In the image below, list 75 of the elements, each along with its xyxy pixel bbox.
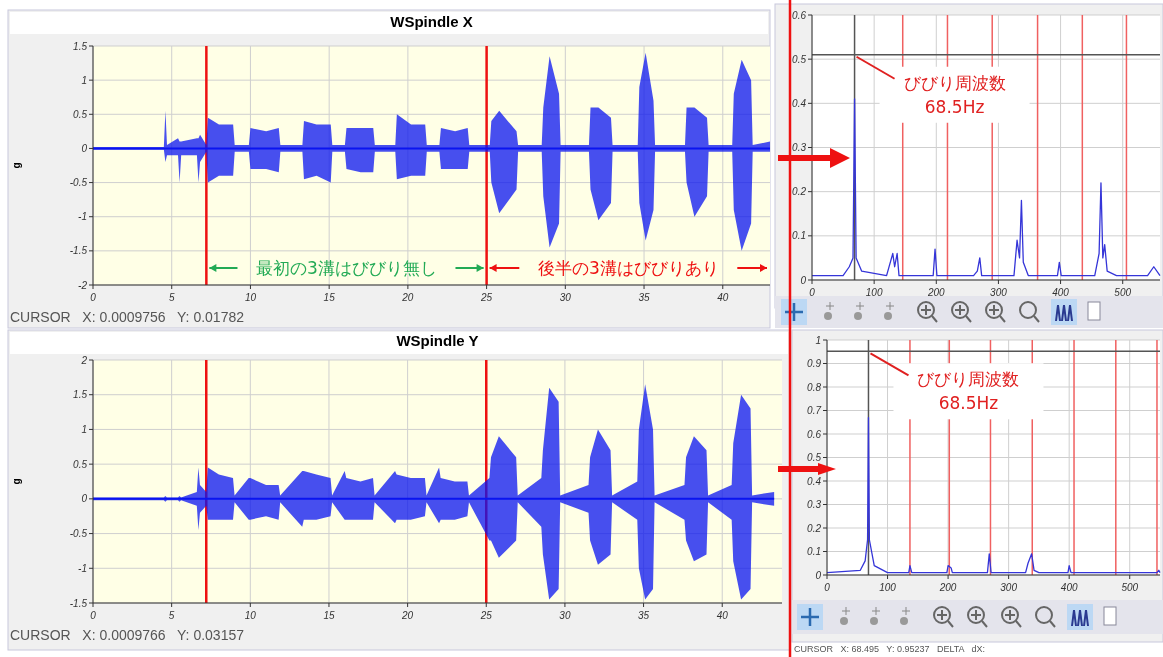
x-tick-label: 35 bbox=[638, 292, 651, 303]
x-tick-label: 40 bbox=[717, 292, 729, 303]
x-tick-label: 0 bbox=[90, 292, 97, 303]
x-tick-label: 15 bbox=[323, 292, 336, 303]
annotation: びびり周波数 68.5Hz bbox=[903, 72, 1006, 117]
x-tick-label: 25 bbox=[479, 610, 493, 621]
chart-title: WSpindle Y bbox=[396, 332, 479, 349]
y-tick-label: 0.8 bbox=[807, 381, 822, 393]
x-tick-label: 25 bbox=[480, 292, 493, 303]
text: CURSOR X: 0.0009756 Y: 0.01782 bbox=[10, 309, 245, 325]
y-tick-label: 1 bbox=[81, 423, 87, 435]
x-tick-label: 0 bbox=[90, 610, 97, 621]
y-tick-label: 0 bbox=[81, 142, 88, 154]
y-tick-label: 0.5 bbox=[807, 452, 822, 463]
x-tick-label: 5 bbox=[168, 610, 175, 621]
y-tick-label: 0.2 bbox=[807, 522, 822, 534]
annotation: びびり周波数 68.5Hz bbox=[917, 369, 1020, 414]
annotation: 後半の3溝はびびりあり bbox=[537, 257, 719, 278]
y-tick-label: 0.6 bbox=[807, 428, 822, 440]
x-tick-label: 30 bbox=[559, 610, 571, 621]
y-tick-label: 0.1 bbox=[792, 230, 806, 242]
y-tick-label: 0.5 bbox=[73, 458, 88, 470]
x-tick-label: 400 bbox=[1060, 582, 1078, 593]
y-tick-label: -1.5 bbox=[69, 597, 88, 609]
y-tick-label: 0.4 bbox=[792, 97, 807, 109]
text: CURSOR X: 68.495 Y: 0.95237 DELTA dX: bbox=[794, 644, 986, 654]
x-tick-label: 20 bbox=[401, 292, 414, 303]
x-tick-label: 400 bbox=[1052, 287, 1070, 298]
x-tick-label: 300 bbox=[990, 287, 1008, 298]
y-tick-label: 0.3 bbox=[792, 142, 807, 153]
x-tick-label: 20 bbox=[401, 610, 414, 621]
x-tick-label: 100 bbox=[879, 582, 897, 593]
y-tick-label: 0.3 bbox=[807, 499, 822, 510]
y-tick-label: 0.2 bbox=[792, 186, 807, 198]
y-tick-label: 0.6 bbox=[792, 9, 807, 21]
y-tick-label: 0 bbox=[81, 493, 88, 505]
y-tick-label: 0.9 bbox=[807, 358, 822, 369]
x-tick-label: 10 bbox=[244, 292, 257, 303]
x-tick-label: 40 bbox=[716, 610, 729, 621]
y-tick-label: 0 bbox=[800, 274, 807, 286]
y-tick-label: -0.5 bbox=[69, 528, 88, 540]
y-tick-label: -1.5 bbox=[69, 245, 88, 257]
y-tick-label: 0.4 bbox=[807, 475, 822, 487]
y-axis-title: g bbox=[11, 162, 22, 169]
x-tick-label: 300 bbox=[1000, 582, 1018, 593]
y-tick-label: 0.1 bbox=[807, 546, 821, 557]
x-tick-label: 100 bbox=[865, 287, 883, 298]
x-tick-label: 35 bbox=[638, 610, 650, 621]
line-series bbox=[811, 98, 1161, 277]
x-tick-label: 15 bbox=[323, 610, 335, 621]
text: CURSOR X: 0.0009766 Y: 0.03157 bbox=[10, 627, 245, 643]
x-tick-label: 500 bbox=[1114, 287, 1132, 298]
y-tick-label: 0 bbox=[815, 569, 822, 581]
chart-title: WSpindle X bbox=[390, 13, 473, 30]
y-tick-label: 0.5 bbox=[792, 53, 807, 65]
x-tick-label: 500 bbox=[1121, 582, 1139, 593]
y-tick-label: -1 bbox=[78, 211, 87, 223]
x-tick-label: 30 bbox=[559, 292, 572, 303]
y-axis-title: g bbox=[11, 478, 22, 485]
y-tick-label: -1 bbox=[78, 562, 87, 574]
y-tick-label: 2 bbox=[80, 354, 88, 366]
y-tick-label: -0.5 bbox=[69, 177, 88, 189]
x-tick-label: 0 bbox=[824, 582, 831, 593]
x-tick-label: 10 bbox=[244, 610, 257, 621]
y-tick-label: -2 bbox=[78, 279, 88, 291]
y-tick-label: 1.5 bbox=[73, 40, 88, 52]
x-tick-label: 200 bbox=[926, 287, 946, 298]
x-tick-label: 200 bbox=[938, 582, 957, 593]
y-tick-label: 0.7 bbox=[807, 405, 822, 416]
y-tick-label: 0.5 bbox=[73, 108, 88, 120]
y-tick-label: 1 bbox=[815, 334, 821, 346]
y-tick-label: 1 bbox=[81, 74, 87, 86]
x-tick-label: 5 bbox=[168, 292, 175, 303]
y-tick-label: 1.5 bbox=[73, 389, 88, 401]
annotation: 最初の3溝はびびり無し bbox=[256, 257, 437, 278]
